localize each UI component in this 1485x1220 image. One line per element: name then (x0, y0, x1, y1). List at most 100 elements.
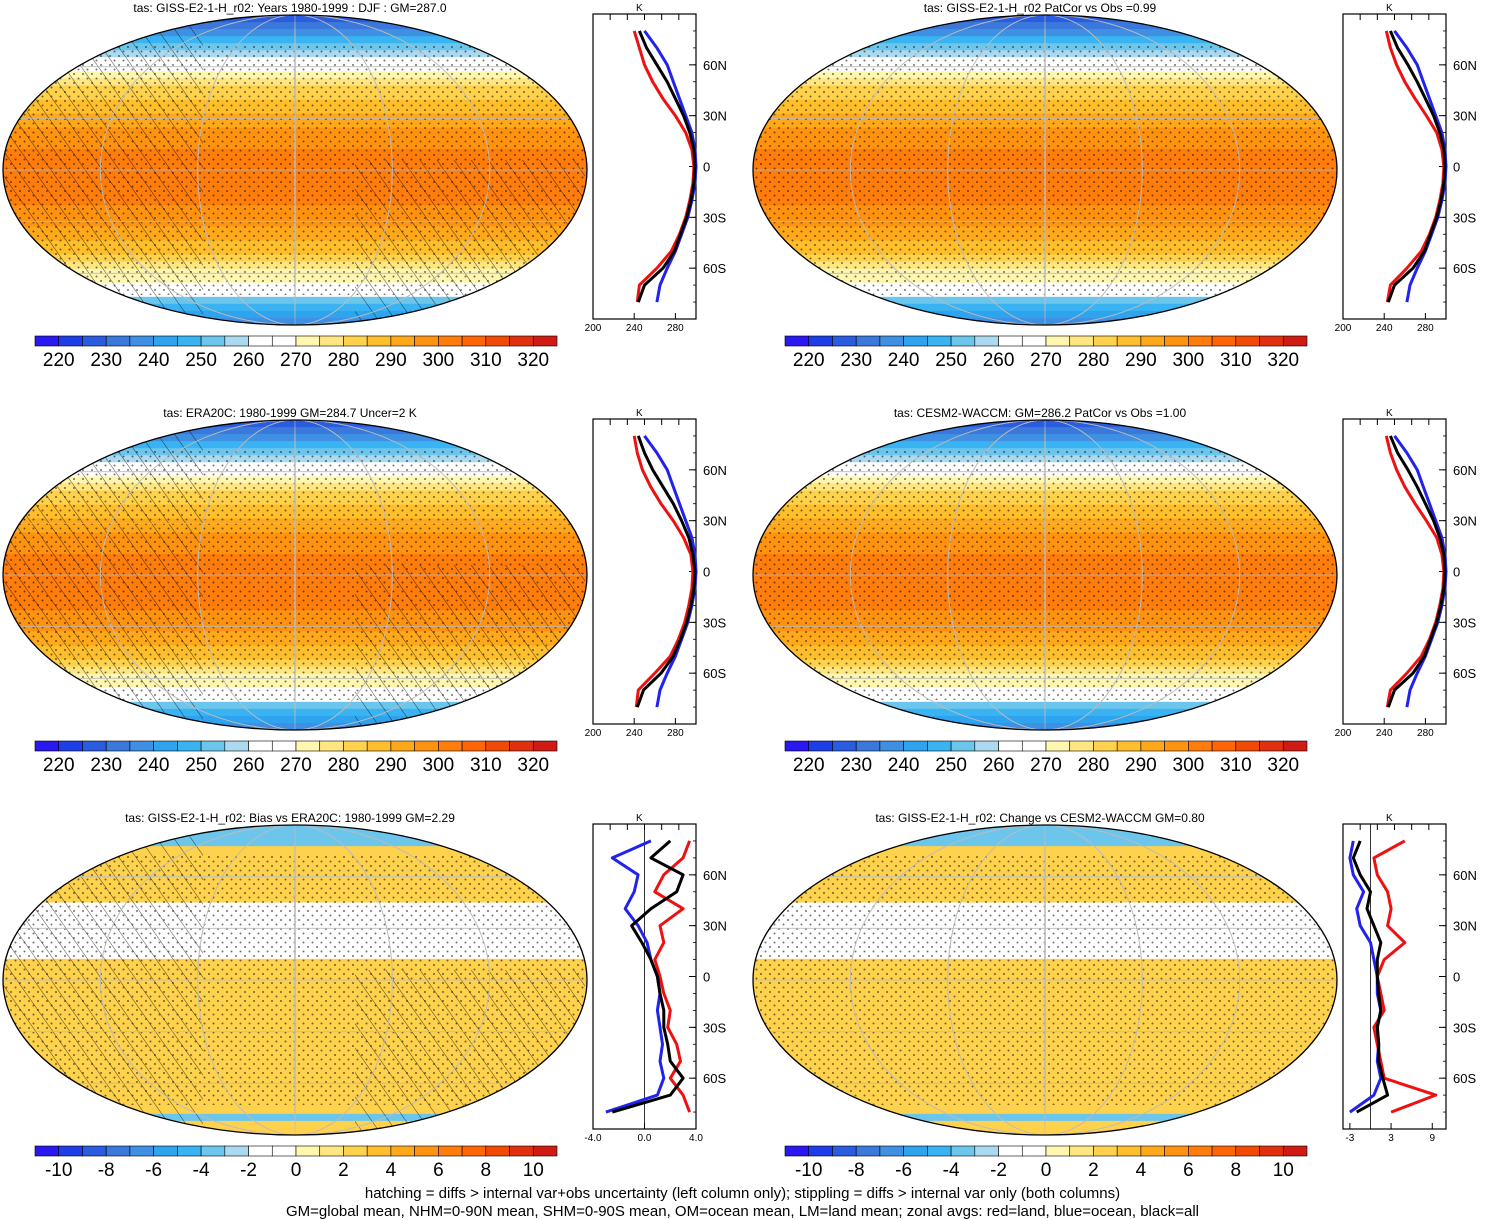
profile-y-label: 60S (1453, 1071, 1476, 1086)
colorbar-label: 310 (470, 755, 502, 776)
profile-y-label: 30S (703, 615, 726, 630)
colorbar-cell (271, 335, 297, 347)
colorbar-cell (343, 335, 368, 347)
panel-title: tas: ERA20C: 1980-1999 GM=284.7 Uncer=2 … (163, 406, 416, 420)
colorbar-label: 240 (138, 755, 170, 776)
colorbar-cell (855, 335, 881, 347)
profile-series-land (632, 435, 695, 708)
profile-series-ocean (605, 839, 666, 1114)
panel-p2: tas: GISS-E2-1-H_r02 PatCor vs Obs =0.99… (752, 1, 1477, 371)
profile-y-label: 30N (703, 919, 727, 934)
colorbar-label: 280 (328, 755, 360, 776)
colorbar-label: -8 (98, 1160, 115, 1181)
colorbar-label: 220 (43, 755, 75, 776)
map-band (3, 701, 587, 710)
colorbar-cell (129, 1145, 154, 1157)
colorbar-cell (485, 1145, 510, 1157)
colorbar-cell (784, 740, 810, 752)
profile-y-label: 0 (703, 970, 710, 985)
colorbar-label: 10 (1273, 1160, 1294, 1181)
colorbar-label: 310 (470, 350, 502, 371)
profile-y-label: 30N (703, 514, 727, 529)
colorbar-label: 0 (291, 1160, 302, 1181)
colorbar-cell (295, 740, 321, 752)
colorbar-cell (1021, 740, 1047, 752)
map-band (753, 1106, 1337, 1115)
colorbar-cell (295, 335, 321, 347)
profile-x-label: 200 (585, 323, 602, 334)
map-band (753, 1127, 1337, 1135)
profile-frame (592, 418, 697, 725)
colorbar-cell (1069, 335, 1094, 347)
colorbar-label: 280 (1078, 350, 1110, 371)
colorbar-label: 230 (840, 755, 872, 776)
colorbar-cell (784, 1145, 810, 1157)
colorbar-label: 300 (1173, 350, 1205, 371)
panel-p5: tas: GISS-E2-1-H_r02: Bias vs ERA20C: 19… (2, 811, 727, 1181)
map-field (753, 15, 1337, 325)
colorbar-cell (927, 335, 952, 347)
colorbar-cell (1282, 740, 1308, 752)
profile-y-label: 0 (1453, 565, 1460, 580)
colorbar-cell (974, 335, 999, 347)
map-outline (752, 14, 1338, 326)
colorbar-label: -6 (145, 1160, 162, 1181)
panel-p6: tas: GISS-E2-1-H_r02: Change vs CESM2-WA… (752, 811, 1477, 1181)
colorbar-cell (390, 740, 415, 752)
profile-x-label: 0.0 (638, 1133, 652, 1144)
colorbar-cell (58, 335, 83, 347)
map-outline (2, 419, 588, 731)
colorbar-label: 310 (1220, 755, 1252, 776)
map-band (753, 317, 1337, 325)
map-band (753, 1120, 1337, 1129)
colorbar-label: 220 (793, 350, 825, 371)
hatching-overlay (355, 565, 585, 725)
colorbar-label: -4 (193, 1160, 210, 1181)
map-band (753, 303, 1337, 312)
profile-x-label: 200 (1335, 728, 1352, 739)
hatching-overlay (355, 160, 585, 320)
profile-series-all (1351, 840, 1390, 1114)
map-outline (2, 824, 588, 1136)
colorbar-cell (295, 1145, 321, 1157)
profile-x-label: 3 (1388, 1133, 1394, 1144)
colorbar-label: 280 (1078, 755, 1110, 776)
colorbar-label: 250 (935, 350, 967, 371)
zonal-profile: K 60N 30N 0 30S 60S -4.0 0.0 4.0 (584, 813, 726, 1144)
colorbar-cell (177, 335, 202, 347)
colorbar-label: 250 (185, 755, 217, 776)
colorbar-cell (1235, 1145, 1260, 1157)
colorbar-cell (808, 740, 833, 752)
profile-x-label: 280 (667, 728, 684, 739)
colorbar-cell (271, 740, 297, 752)
colorbar-cell (532, 1145, 558, 1157)
colorbar-cell (1259, 335, 1284, 347)
profile-y-label: 60N (703, 463, 727, 478)
zonal-profile: K 60N 30N 0 30S 60S 200 240 280 (1335, 3, 1477, 334)
colorbar-cell (1211, 335, 1237, 347)
map-field (753, 825, 1337, 1135)
colorbar-label: 6 (1183, 1160, 1194, 1181)
map-band (3, 303, 587, 312)
colorbar-label: -10 (795, 1160, 822, 1181)
map-field (3, 15, 587, 325)
colorbar-label: 2 (338, 1160, 349, 1181)
profile-y-label: 60S (703, 666, 726, 681)
profile-x-label: 240 (1376, 728, 1393, 739)
graticule-lon (849, 825, 1241, 1135)
colorbar-cell (832, 740, 857, 752)
colorbar-label: 270 (280, 350, 312, 371)
profile-unit: K (636, 813, 643, 824)
colorbar-cell (998, 1145, 1023, 1157)
profile-x-label: 200 (1335, 323, 1352, 334)
profile-series-land (1372, 839, 1438, 1114)
colorbar-label: 250 (935, 755, 967, 776)
graticule-lon (947, 420, 1143, 730)
panel-title: tas: GISS-E2-1-H_r02: Years 1980-1999 : … (133, 1, 446, 15)
colorbar-cell (784, 335, 810, 347)
colorbar-cell (903, 740, 928, 752)
profile-series-ocean (643, 435, 698, 708)
map-band (3, 310, 587, 319)
profile-y-label: 30S (1453, 210, 1476, 225)
